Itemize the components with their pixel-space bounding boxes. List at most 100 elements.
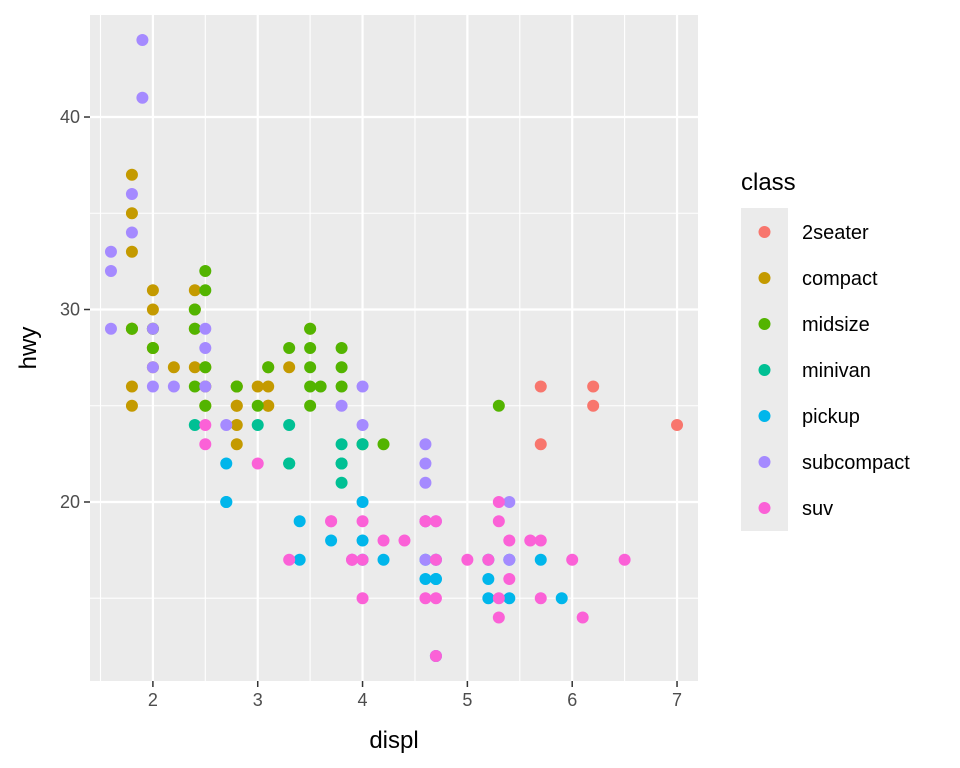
data-point-suv — [429, 515, 442, 528]
legend-title: class — [741, 169, 796, 196]
data-point-pickup — [356, 495, 369, 508]
data-point-midsize — [188, 303, 201, 316]
data-point-suv — [356, 515, 369, 528]
data-point-subcompact — [220, 418, 233, 431]
data-point-minivan — [251, 418, 264, 431]
data-point-suv — [461, 553, 474, 566]
data-point-midsize — [304, 322, 317, 335]
data-point-suv — [492, 495, 505, 508]
data-point-suv — [429, 649, 442, 662]
data-point-suv — [283, 553, 296, 566]
data-point-2seater — [671, 418, 684, 431]
data-point-midsize — [199, 361, 212, 374]
data-point-2seater — [587, 399, 600, 412]
data-point-suv — [492, 611, 505, 624]
data-point-suv — [566, 553, 579, 566]
major-gridlines — [90, 15, 698, 681]
data-point-suv — [503, 572, 516, 585]
data-point-subcompact — [419, 553, 432, 566]
data-point-compact — [125, 380, 138, 393]
data-point-pickup — [503, 592, 516, 605]
data-point-compact — [251, 380, 264, 393]
y-tick-label: 30 — [60, 300, 80, 320]
legend-key-suv — [758, 502, 771, 514]
data-point-pickup — [482, 592, 495, 605]
data-point-suv — [503, 534, 516, 547]
data-point-suv — [524, 534, 537, 547]
legend-label-2seater: 2seater — [802, 222, 869, 244]
y-axis: 20 30 40 — [60, 107, 90, 512]
data-point-suv — [377, 534, 390, 547]
data-point-midsize — [335, 342, 348, 354]
legend-key-compact — [758, 272, 771, 284]
data-point-compact — [188, 361, 201, 374]
legend-label-compact: compact — [802, 268, 878, 290]
data-point-subcompact — [199, 380, 212, 393]
data-point-midsize — [335, 380, 348, 393]
data-point-pickup — [419, 572, 432, 585]
data-point-midsize — [335, 361, 348, 374]
x-tick-label: 2 — [148, 690, 158, 710]
data-point-subcompact — [136, 34, 149, 47]
data-point-subcompact — [136, 91, 149, 104]
data-point-subcompact — [125, 226, 138, 239]
data-point-midsize — [146, 342, 159, 354]
legend-label-midsize: midsize — [802, 314, 870, 336]
data-point-compact — [230, 418, 243, 431]
data-point-subcompact — [199, 322, 212, 335]
x-tick-label: 6 — [567, 690, 577, 710]
data-point-subcompact — [104, 245, 117, 258]
data-point-subcompact — [125, 188, 138, 201]
data-points — [104, 34, 684, 662]
data-point-subcompact — [419, 476, 432, 489]
legend-key-2seater — [758, 226, 771, 238]
data-point-compact — [283, 361, 296, 374]
data-point-suv — [492, 592, 505, 605]
data-point-subcompact — [335, 399, 348, 412]
data-point-suv — [356, 592, 369, 605]
data-point-suv — [346, 553, 359, 566]
data-point-subcompact — [146, 361, 159, 374]
x-tick-label: 7 — [672, 690, 682, 710]
legend-key-midsize — [758, 318, 771, 330]
data-point-suv — [492, 515, 505, 528]
data-point-minivan — [335, 457, 348, 470]
data-point-pickup — [356, 534, 369, 547]
legend-key-subcompact — [758, 456, 771, 468]
data-point-minivan — [335, 476, 348, 489]
legend: class 2seater compact midsize minivan pickup… — [741, 169, 910, 531]
data-point-subcompact — [419, 438, 432, 451]
data-point-midsize — [188, 380, 201, 393]
data-point-suv — [534, 534, 547, 547]
data-point-pickup — [377, 553, 390, 566]
data-point-minivan — [283, 418, 296, 431]
data-point-pickup — [325, 534, 338, 547]
data-point-suv — [251, 457, 264, 470]
data-point-midsize — [251, 399, 264, 412]
x-tick-label: 5 — [462, 690, 472, 710]
data-point-subcompact — [146, 380, 159, 393]
data-point-subcompact — [167, 380, 180, 393]
data-point-compact — [125, 399, 138, 412]
data-point-suv — [429, 592, 442, 605]
data-point-suv — [398, 534, 411, 547]
data-point-subcompact — [356, 380, 369, 393]
data-point-suv — [429, 553, 442, 566]
data-point-subcompact — [199, 342, 212, 354]
data-point-suv — [325, 515, 338, 528]
data-point-midsize — [304, 342, 317, 354]
data-point-compact — [230, 399, 243, 412]
data-point-pickup — [482, 572, 495, 585]
data-point-subcompact — [503, 553, 516, 566]
data-point-compact — [125, 168, 138, 181]
data-point-suv — [618, 553, 631, 566]
x-tick-label: 3 — [253, 690, 263, 710]
data-point-minivan — [188, 418, 201, 431]
data-point-compact — [188, 284, 201, 297]
data-point-midsize — [304, 361, 317, 374]
data-point-suv — [482, 553, 495, 566]
data-point-suv — [199, 438, 212, 451]
data-point-subcompact — [104, 265, 117, 278]
data-point-compact — [230, 438, 243, 451]
minor-gridlines — [90, 15, 698, 681]
